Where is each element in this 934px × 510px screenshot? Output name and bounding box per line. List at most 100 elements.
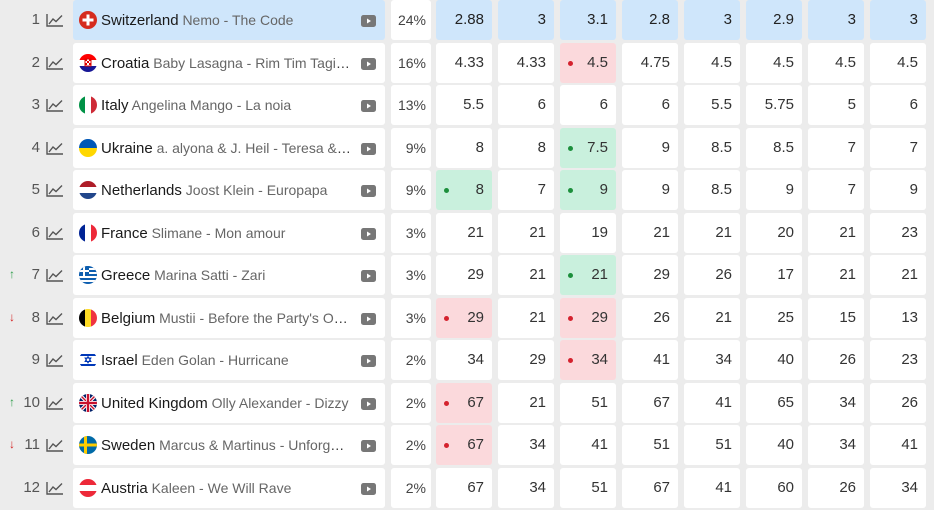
odds-cell[interactable]: 5.5 xyxy=(684,85,740,125)
country-entry[interactable]: Netherlands Joost Klein - Europapa xyxy=(73,170,385,210)
odds-cell[interactable]: 6 xyxy=(560,85,616,125)
youtube-play-icon[interactable] xyxy=(361,227,376,240)
trend-chart-icon[interactable] xyxy=(46,226,64,240)
youtube-play-icon[interactable] xyxy=(361,312,376,325)
trend-chart-icon[interactable] xyxy=(46,481,64,495)
odds-cell[interactable]: 67 xyxy=(436,467,492,508)
odds-cell[interactable]: 13 xyxy=(870,297,926,338)
odds-cell[interactable]: 29 xyxy=(622,255,678,295)
odds-cell[interactable]: 4.33 xyxy=(436,42,492,83)
odds-cell[interactable]: 26 xyxy=(870,382,926,423)
odds-cell[interactable]: 21 xyxy=(498,212,554,253)
odds-cell[interactable]: 34 xyxy=(808,425,864,465)
odds-cell[interactable]: 40 xyxy=(746,425,802,465)
odds-cell[interactable]: 26 xyxy=(684,255,740,295)
trend-chart-icon[interactable] xyxy=(46,141,64,155)
odds-cell[interactable]: 21 xyxy=(498,382,554,423)
country-entry[interactable]: Austria Kaleen - We Will Rave xyxy=(73,467,385,508)
odds-cell[interactable]: 51 xyxy=(684,425,740,465)
trend-chart-icon[interactable] xyxy=(46,438,64,452)
trend-chart-icon[interactable] xyxy=(46,56,64,70)
youtube-play-icon[interactable] xyxy=(361,184,376,197)
odds-cell[interactable]: 67 xyxy=(622,382,678,423)
country-entry[interactable]: Italy Angelina Mango - La noia xyxy=(73,85,385,125)
odds-cell[interactable]: 51 xyxy=(622,425,678,465)
odds-cell[interactable]: 67 xyxy=(622,467,678,508)
youtube-play-icon[interactable] xyxy=(361,14,376,27)
country-entry[interactable]: Ukraine a. alyona & J. Heil - Teresa & M… xyxy=(73,127,385,168)
trend-chart-icon[interactable] xyxy=(46,183,64,197)
odds-cell[interactable]: 8 xyxy=(436,170,492,210)
odds-cell[interactable]: 23 xyxy=(870,212,926,253)
odds-cell[interactable]: 21 xyxy=(498,297,554,338)
odds-cell[interactable]: 51 xyxy=(560,467,616,508)
odds-cell[interactable]: 34 xyxy=(436,340,492,380)
country-entry[interactable]: Israel Eden Golan - Hurricane xyxy=(73,340,385,380)
odds-cell[interactable]: 34 xyxy=(808,382,864,423)
odds-cell[interactable]: 4.75 xyxy=(622,42,678,83)
odds-cell[interactable]: 6 xyxy=(622,85,678,125)
trend-chart-icon[interactable] xyxy=(46,13,64,27)
odds-cell[interactable]: 23 xyxy=(870,340,926,380)
youtube-play-icon[interactable] xyxy=(361,439,376,452)
country-entry[interactable]: United Kingdom Olly Alexander - Dizzy xyxy=(73,382,385,423)
odds-cell[interactable]: 8.5 xyxy=(684,127,740,168)
odds-cell[interactable]: 26 xyxy=(808,467,864,508)
odds-cell[interactable]: 20 xyxy=(746,212,802,253)
odds-cell[interactable]: 26 xyxy=(808,340,864,380)
odds-cell[interactable]: 4.33 xyxy=(498,42,554,83)
odds-cell[interactable]: 7 xyxy=(808,127,864,168)
youtube-play-icon[interactable] xyxy=(361,397,376,410)
odds-cell[interactable]: 8 xyxy=(498,127,554,168)
odds-cell[interactable]: 7 xyxy=(498,170,554,210)
odds-cell[interactable]: 17 xyxy=(746,255,802,295)
odds-cell[interactable]: 25 xyxy=(746,297,802,338)
odds-cell[interactable]: 9 xyxy=(560,170,616,210)
country-entry[interactable]: Sweden Marcus & Martinus - Unforgettable xyxy=(73,425,385,465)
odds-cell[interactable]: 41 xyxy=(684,382,740,423)
odds-cell[interactable]: 9 xyxy=(746,170,802,210)
odds-cell[interactable]: 26 xyxy=(622,297,678,338)
odds-cell[interactable]: 9 xyxy=(870,170,926,210)
odds-cell[interactable]: 21 xyxy=(622,212,678,253)
odds-cell[interactable]: 21 xyxy=(870,255,926,295)
odds-cell[interactable]: 29 xyxy=(560,297,616,338)
odds-cell[interactable]: 4.5 xyxy=(684,42,740,83)
youtube-play-icon[interactable] xyxy=(361,142,376,155)
odds-cell[interactable]: 9 xyxy=(622,127,678,168)
trend-chart-icon[interactable] xyxy=(46,311,64,325)
odds-cell[interactable]: 21 xyxy=(684,212,740,253)
odds-cell[interactable]: 34 xyxy=(498,425,554,465)
odds-cell[interactable]: 41 xyxy=(870,425,926,465)
odds-cell[interactable]: 3 xyxy=(870,0,926,40)
odds-cell[interactable]: 21 xyxy=(436,212,492,253)
odds-cell[interactable]: 34 xyxy=(870,467,926,508)
odds-cell[interactable]: 41 xyxy=(684,467,740,508)
odds-cell[interactable]: 6 xyxy=(870,85,926,125)
odds-cell[interactable]: 7 xyxy=(870,127,926,168)
odds-cell[interactable]: 9 xyxy=(622,170,678,210)
odds-cell[interactable]: 2.9 xyxy=(746,0,802,40)
odds-cell[interactable]: 4.5 xyxy=(808,42,864,83)
odds-cell[interactable]: 2.8 xyxy=(622,0,678,40)
odds-cell[interactable]: 34 xyxy=(684,340,740,380)
odds-cell[interactable]: 21 xyxy=(808,255,864,295)
youtube-play-icon[interactable] xyxy=(361,57,376,70)
odds-cell[interactable]: 8 xyxy=(436,127,492,168)
odds-cell[interactable]: 3 xyxy=(808,0,864,40)
country-entry[interactable]: France Slimane - Mon amour xyxy=(73,212,385,253)
odds-cell[interactable]: 19 xyxy=(560,212,616,253)
odds-cell[interactable]: 51 xyxy=(560,382,616,423)
odds-cell[interactable]: 29 xyxy=(436,255,492,295)
odds-cell[interactable]: 21 xyxy=(498,255,554,295)
odds-cell[interactable]: 7 xyxy=(808,170,864,210)
odds-cell[interactable]: 3 xyxy=(684,0,740,40)
youtube-play-icon[interactable] xyxy=(361,99,376,112)
country-entry[interactable]: Croatia Baby Lasagna - Rim Tim Tagi Dim xyxy=(73,42,385,83)
trend-chart-icon[interactable] xyxy=(46,98,64,112)
trend-chart-icon[interactable] xyxy=(46,268,64,282)
odds-cell[interactable]: 21 xyxy=(684,297,740,338)
odds-cell[interactable]: 34 xyxy=(560,340,616,380)
odds-cell[interactable]: 29 xyxy=(436,297,492,338)
youtube-play-icon[interactable] xyxy=(361,354,376,367)
